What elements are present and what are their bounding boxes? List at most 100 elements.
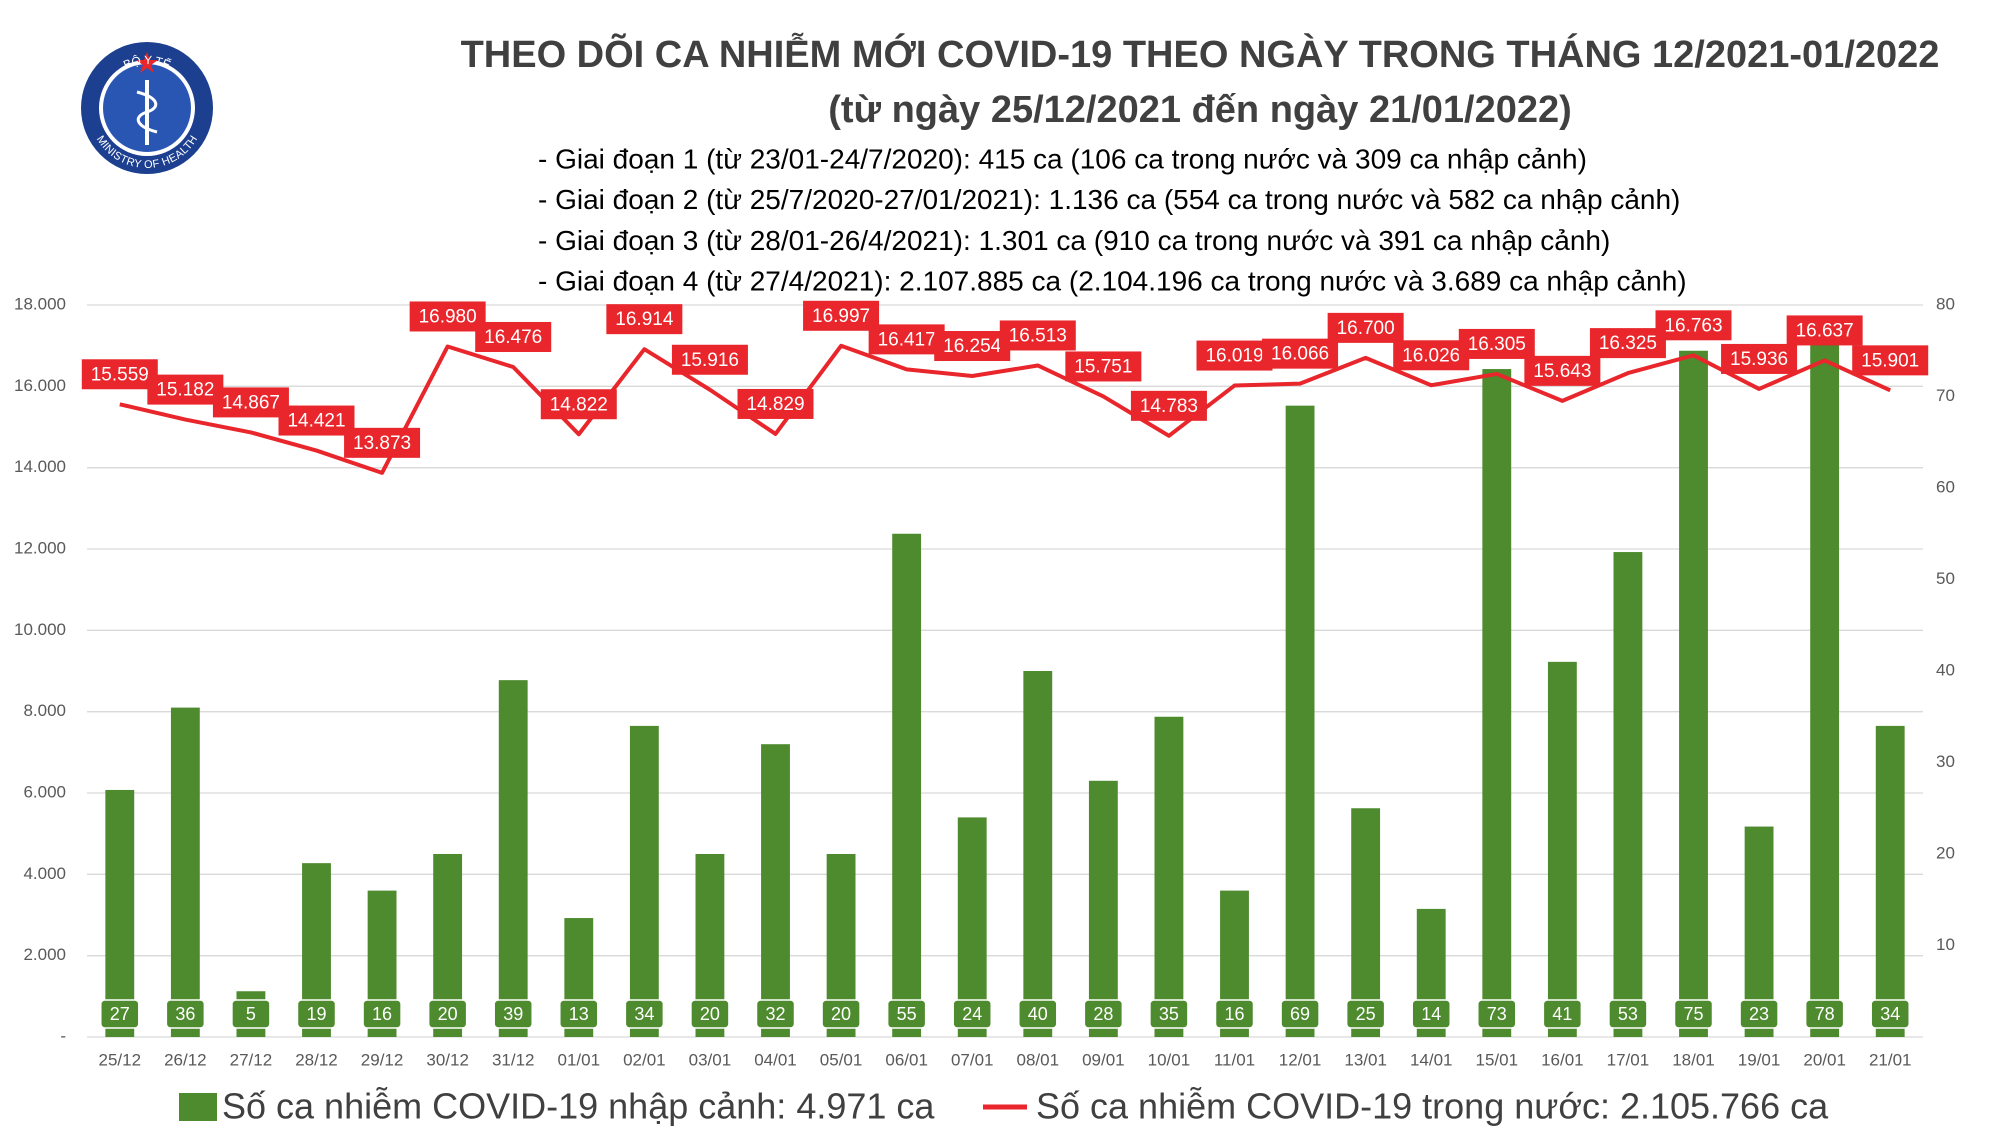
data-label-box (1214, 999, 1255, 1029)
y-tick-label: 8.000 (23, 701, 66, 720)
x-tick-label: 29/12 (361, 1050, 404, 1069)
x-tick-label: 27/12 (230, 1050, 273, 1069)
data-label: 16 (372, 1004, 392, 1024)
y-tick-label: 12.000 (14, 538, 66, 557)
logo-top-text: BỘ Y TẾ (121, 53, 173, 73)
y-tick-label: - (60, 1026, 66, 1045)
bar (1351, 808, 1381, 1037)
data-label: 16.417 (878, 329, 936, 350)
x-tick-label: 08/01 (1017, 1050, 1060, 1069)
data-label: 15.559 (91, 364, 149, 385)
x-tick-label: 01/01 (558, 1050, 601, 1069)
legend-swatch (179, 1093, 217, 1121)
x-tick-label: 31/12 (492, 1050, 535, 1069)
data-label: 15.751 (1074, 356, 1132, 377)
data-label: 13.873 (353, 433, 411, 454)
y2-tick-label: 40 (1936, 660, 1955, 679)
x-tick-label: 26/12 (164, 1050, 207, 1069)
data-label-box (1524, 355, 1601, 386)
data-label: 14 (1421, 1004, 1441, 1024)
data-label-box (1345, 999, 1386, 1029)
data-label-box (1018, 999, 1058, 1029)
bar (1875, 725, 1905, 1037)
data-label: 16.476 (484, 327, 542, 348)
data-label: 20 (831, 1004, 851, 1024)
data-label: 16.637 (1796, 320, 1854, 341)
x-tick-label: 05/01 (820, 1050, 863, 1069)
data-label-box (475, 321, 552, 352)
data-label-box (278, 405, 355, 436)
data-label-box (231, 999, 271, 1029)
y-tick-label: 2.000 (23, 945, 66, 964)
data-label-box (1589, 328, 1666, 359)
data-label: 36 (175, 1004, 195, 1024)
data-label: 16.980 (419, 306, 477, 327)
data-label-box (1280, 999, 1320, 1029)
data-label-box (803, 300, 880, 331)
data-label: 14.867 (222, 392, 280, 413)
x-tick-label: 03/01 (689, 1050, 732, 1069)
data-label-box (427, 999, 468, 1029)
bar (1810, 323, 1840, 1037)
data-label-box (1262, 338, 1339, 369)
data-label: 16.254 (943, 336, 1002, 357)
x-tick-label: 16/01 (1541, 1050, 1584, 1069)
data-label-box (606, 304, 683, 335)
y2-tick-label: 50 (1936, 569, 1955, 588)
y-tick-label: 18.000 (14, 294, 66, 313)
data-label: 16.513 (1009, 325, 1067, 346)
y2-tick-label: 80 (1936, 294, 1955, 313)
y-tick-label: 16.000 (14, 376, 66, 395)
data-label: 15.182 (156, 380, 214, 401)
x-tick-label: 09/01 (1082, 1050, 1125, 1069)
data-label: 16.066 (1271, 344, 1329, 365)
data-label-box (671, 344, 748, 375)
y-tick-label: 6.000 (23, 782, 66, 801)
data-label-box (165, 999, 206, 1029)
data-label-box (1130, 390, 1207, 421)
data-label: 14.822 (550, 394, 608, 415)
bar (1613, 552, 1643, 1037)
data-label: 16.026 (1402, 345, 1460, 366)
data-label: 13 (569, 1004, 589, 1024)
data-label: 16.325 (1599, 333, 1657, 354)
x-tick-label: 25/12 (99, 1050, 142, 1069)
data-label-box (868, 324, 945, 355)
data-label: 69 (1290, 1004, 1310, 1024)
data-label-box (212, 387, 289, 418)
data-label: 16 (1224, 1004, 1244, 1024)
y2-tick-label: 70 (1936, 386, 1955, 405)
note: - Giai đoạn 2 (từ 25/7/2020-27/01/2021):… (538, 184, 1680, 215)
x-tick-label: 21/01 (1869, 1050, 1912, 1069)
logo-top-text: BỘ Y TẾ (121, 53, 173, 73)
data-label-box (147, 374, 224, 405)
x-tick-label: 10/01 (1148, 1050, 1191, 1069)
data-label-box (886, 999, 927, 1029)
bar (892, 533, 922, 1037)
data-label-box (493, 999, 533, 1029)
data-label: 15.936 (1730, 349, 1788, 370)
data-label-box (362, 999, 402, 1029)
data-label: 34 (1880, 1004, 1900, 1024)
data-label: 14.829 (746, 394, 804, 415)
x-tick-label: 17/01 (1607, 1050, 1650, 1069)
data-label-box (1149, 999, 1189, 1029)
data-label-box (690, 999, 730, 1029)
bar (629, 725, 659, 1037)
y-tick-label: 4.000 (23, 864, 66, 883)
data-label-box (1196, 340, 1273, 371)
x-tick-label: 18/01 (1672, 1050, 1715, 1069)
y2-tick-label: 20 (1936, 843, 1955, 862)
x-tick-label: 06/01 (885, 1050, 928, 1069)
data-label: 24 (962, 1004, 982, 1024)
x-tick-label: 15/01 (1476, 1050, 1519, 1069)
data-label: 16.305 (1468, 334, 1526, 355)
bar (1154, 716, 1184, 1037)
logo-snake (136, 90, 158, 134)
data-label: 32 (765, 1004, 785, 1024)
data-label: 35 (1159, 1004, 1179, 1024)
x-tick-label: 14/01 (1410, 1050, 1453, 1069)
x-tick-label: 11/01 (1214, 1050, 1255, 1069)
bar (1482, 369, 1512, 1037)
